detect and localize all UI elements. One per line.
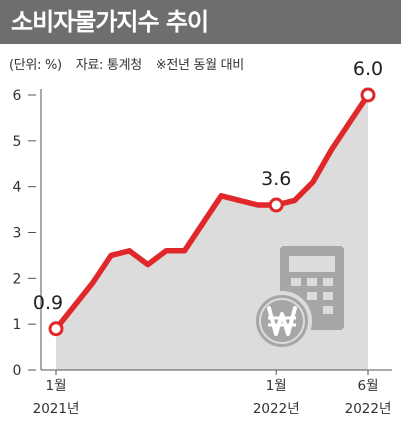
data-point-marker xyxy=(48,321,64,337)
data-label: 6.0 xyxy=(353,58,383,80)
chart-notes: (단위: %) 자료: 통계청 ※전년 동월 대비 xyxy=(9,54,254,73)
y-tick-label: 4 xyxy=(13,180,22,196)
y-tick-label: 1 xyxy=(13,317,22,333)
axes: 0 1 2 3 4 5 6 1월 2021년 1월 2022년 6월 2022년 xyxy=(13,88,392,417)
data-label: 3.6 xyxy=(261,168,291,190)
x-tick-year: 2022년 xyxy=(345,401,392,417)
basis-note: ※전년 동월 대비 xyxy=(155,58,245,73)
source-note: 자료: 통계청 xyxy=(75,58,143,73)
y-tick-label: 2 xyxy=(13,271,22,287)
title-bar: 소비자물가지수 추이 xyxy=(0,0,401,44)
chart-title: 소비자물가지수 추이 xyxy=(11,8,209,36)
won-coin-icon xyxy=(252,291,312,351)
data-label: 0.9 xyxy=(33,292,63,314)
x-tick-year: 2022년 xyxy=(253,401,300,417)
y-tick-label: 3 xyxy=(13,226,22,242)
x-tick-year: 2021년 xyxy=(33,401,80,417)
y-tick-label: 0 xyxy=(13,363,22,379)
x-tick-month: 1월 xyxy=(45,378,66,394)
y-tick-label: 6 xyxy=(13,88,22,104)
data-point-marker xyxy=(360,87,376,103)
y-tick-label: 5 xyxy=(13,134,22,150)
x-tick-month: 6월 xyxy=(357,378,378,394)
data-point-marker xyxy=(268,197,284,213)
icon-group xyxy=(252,246,344,351)
x-tick-month: 1월 xyxy=(266,378,287,394)
unit-note: (단위: %) xyxy=(9,58,62,73)
cpi-series-line xyxy=(53,92,371,332)
